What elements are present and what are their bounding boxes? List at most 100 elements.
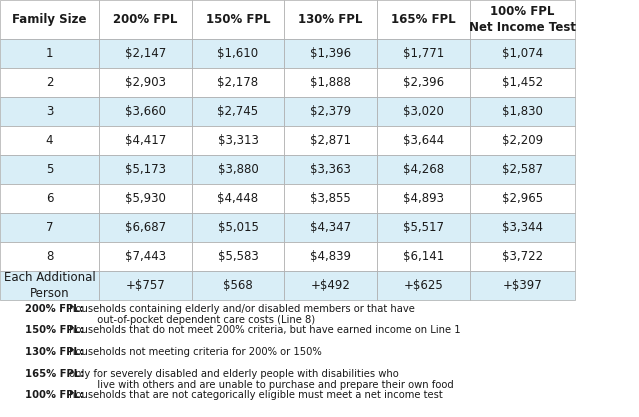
Bar — [470, 184, 575, 213]
Text: 8: 8 — [46, 250, 53, 263]
Text: $3,855: $3,855 — [311, 192, 351, 205]
Text: 130% FPL:: 130% FPL: — [26, 347, 84, 357]
Bar — [0, 213, 99, 242]
Bar — [0, 271, 99, 300]
Bar — [0, 126, 99, 155]
Text: $1,452: $1,452 — [502, 76, 543, 89]
Bar — [0, 0, 99, 39]
Bar — [377, 68, 470, 97]
Text: $5,517: $5,517 — [403, 221, 444, 234]
Bar — [377, 155, 470, 184]
Text: 150% FPL:: 150% FPL: — [26, 325, 84, 335]
Bar — [192, 155, 284, 184]
Bar — [377, 97, 470, 126]
Text: 2: 2 — [46, 76, 53, 89]
Text: $2,209: $2,209 — [502, 134, 543, 147]
Text: $2,903: $2,903 — [125, 76, 166, 89]
Bar — [284, 155, 377, 184]
Bar — [284, 39, 377, 68]
Text: households not meeting criteria for 200% or 150%: households not meeting criteria for 200%… — [66, 347, 321, 357]
Bar — [284, 242, 377, 271]
Bar — [99, 271, 192, 300]
Bar — [99, 68, 192, 97]
Text: 130% FPL: 130% FPL — [298, 13, 363, 26]
Bar — [99, 39, 192, 68]
Text: households that are not categorically eligible must meet a net income test: households that are not categorically el… — [66, 390, 443, 400]
Text: $2,871: $2,871 — [310, 134, 351, 147]
Text: 3: 3 — [46, 105, 53, 118]
Text: $3,644: $3,644 — [403, 134, 444, 147]
Text: $2,178: $2,178 — [217, 76, 259, 89]
Text: Family Size: Family Size — [12, 13, 87, 26]
Bar — [192, 213, 284, 242]
Bar — [377, 184, 470, 213]
Bar — [192, 271, 284, 300]
Text: $2,745: $2,745 — [217, 105, 259, 118]
Bar — [470, 155, 575, 184]
Text: $3,363: $3,363 — [311, 163, 351, 176]
Bar — [0, 184, 99, 213]
Bar — [0, 39, 99, 68]
Bar — [0, 97, 99, 126]
Bar — [284, 0, 377, 39]
Bar — [99, 184, 192, 213]
Bar — [470, 97, 575, 126]
Bar — [470, 0, 575, 39]
Bar — [470, 39, 575, 68]
Text: $1,610: $1,610 — [217, 47, 259, 60]
Text: 200% FPL: 200% FPL — [113, 13, 178, 26]
Bar — [99, 155, 192, 184]
Text: $4,347: $4,347 — [310, 221, 351, 234]
Text: $3,880: $3,880 — [218, 163, 258, 176]
Text: $1,888: $1,888 — [311, 76, 351, 89]
Bar — [192, 184, 284, 213]
Text: +$492: +$492 — [311, 279, 351, 292]
Bar — [284, 97, 377, 126]
Bar — [284, 213, 377, 242]
Text: 7: 7 — [46, 221, 53, 234]
Bar — [99, 213, 192, 242]
Text: $3,722: $3,722 — [502, 250, 543, 263]
Text: 6: 6 — [46, 192, 53, 205]
Bar — [377, 271, 470, 300]
Bar — [192, 68, 284, 97]
Text: $1,830: $1,830 — [502, 105, 543, 118]
Bar — [192, 242, 284, 271]
Text: $568: $568 — [223, 279, 253, 292]
Bar — [99, 97, 192, 126]
Text: $6,141: $6,141 — [403, 250, 444, 263]
Text: 1: 1 — [46, 47, 53, 60]
Text: $4,268: $4,268 — [403, 163, 444, 176]
Text: $6,687: $6,687 — [125, 221, 166, 234]
Text: $5,015: $5,015 — [218, 221, 258, 234]
Text: Each Additional
Person: Each Additional Person — [4, 271, 95, 300]
Text: $1,771: $1,771 — [403, 47, 444, 60]
Bar — [0, 242, 99, 271]
Text: households containing elderly and/or disabled members or that have
          out: households containing elderly and/or dis… — [66, 304, 415, 325]
Bar — [377, 213, 470, 242]
Bar — [470, 126, 575, 155]
Bar — [0, 155, 99, 184]
Bar — [284, 126, 377, 155]
Text: $2,587: $2,587 — [502, 163, 543, 176]
Bar — [99, 242, 192, 271]
Text: 165% FPL:: 165% FPL: — [26, 369, 84, 379]
Text: $1,396: $1,396 — [310, 47, 351, 60]
Bar — [192, 97, 284, 126]
Text: only for severely disabled and elderly people with disabilities who
          li: only for severely disabled and elderly p… — [66, 369, 454, 390]
Bar — [470, 68, 575, 97]
Text: $4,448: $4,448 — [217, 192, 259, 205]
Text: $3,660: $3,660 — [125, 105, 166, 118]
Bar — [377, 242, 470, 271]
Text: $3,313: $3,313 — [218, 134, 258, 147]
Bar — [377, 39, 470, 68]
Text: $1,074: $1,074 — [502, 47, 543, 60]
Text: 165% FPL: 165% FPL — [391, 13, 456, 26]
Text: +$397: +$397 — [502, 279, 543, 292]
Bar — [99, 126, 192, 155]
Bar — [192, 126, 284, 155]
Text: $4,893: $4,893 — [403, 192, 444, 205]
Bar — [377, 0, 470, 39]
Bar — [284, 184, 377, 213]
Text: 5: 5 — [46, 163, 53, 176]
